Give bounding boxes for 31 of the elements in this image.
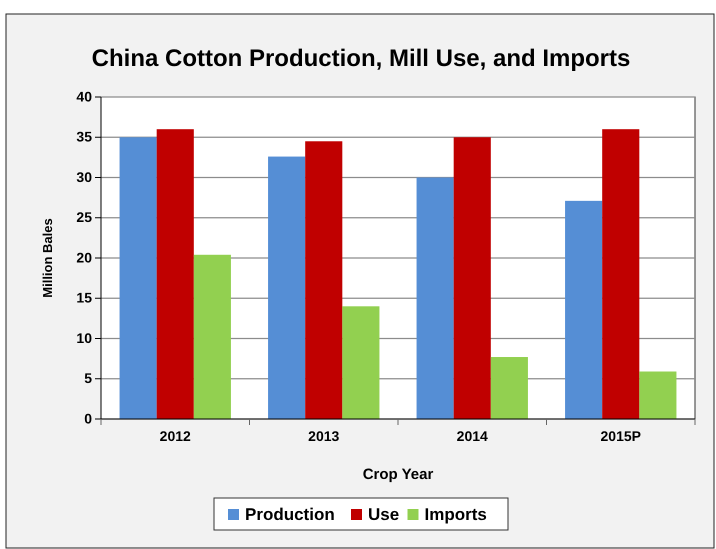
bar bbox=[342, 306, 380, 419]
x-tick-label: 2015P bbox=[600, 428, 641, 444]
y-tick-label: 20 bbox=[76, 249, 92, 266]
y-tick-label: 40 bbox=[76, 88, 92, 104]
bar bbox=[454, 137, 491, 419]
y-tick-label: 25 bbox=[76, 209, 92, 226]
bar bbox=[639, 372, 676, 419]
y-tick-label: 0 bbox=[84, 410, 92, 426]
x-tick-label: 2014 bbox=[456, 428, 488, 444]
y-tick-label: 35 bbox=[76, 128, 92, 145]
bar bbox=[305, 141, 342, 419]
y-tick-label: 15 bbox=[76, 290, 92, 306]
y-axis-title: Million Bales bbox=[40, 218, 55, 298]
bar bbox=[156, 129, 194, 419]
legend-label: Imports bbox=[424, 505, 487, 524]
chart-title: China Cotton Production, Mill Use, and Imports bbox=[92, 45, 630, 72]
bar bbox=[602, 129, 640, 419]
y-tick-label: 10 bbox=[76, 330, 92, 346]
legend-label: Production bbox=[245, 505, 335, 524]
bar bbox=[565, 200, 602, 419]
x-axis-title: Crop Year bbox=[362, 466, 434, 483]
bar bbox=[268, 156, 306, 419]
legend-label: Use bbox=[368, 505, 400, 524]
x-tick-label: 2012 bbox=[160, 428, 192, 444]
bar bbox=[120, 137, 157, 419]
y-tick-label: 30 bbox=[76, 168, 92, 185]
bar bbox=[416, 178, 454, 419]
bar bbox=[490, 357, 528, 419]
y-tick-label: 5 bbox=[84, 370, 92, 386]
x-tick-label: 2013 bbox=[308, 428, 340, 444]
bar bbox=[194, 254, 231, 419]
